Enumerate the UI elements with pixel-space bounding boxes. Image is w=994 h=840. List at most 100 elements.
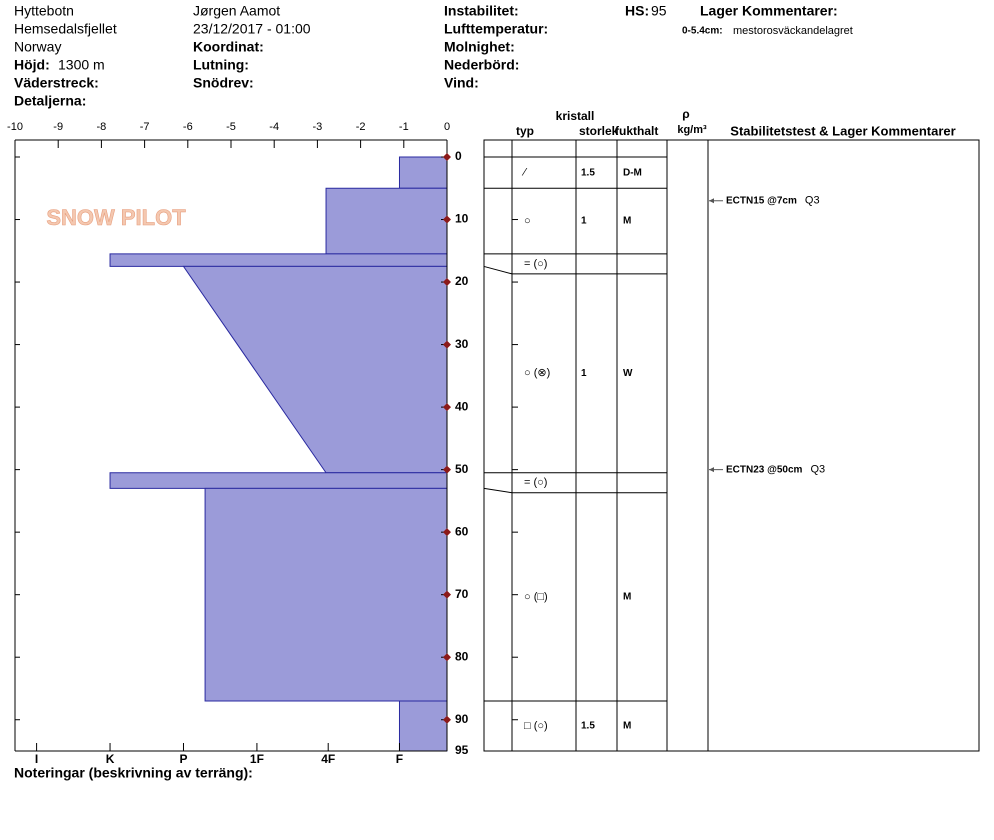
hs-label: HS: — [625, 3, 649, 19]
x-tick-label: -7 — [140, 121, 150, 133]
grain-type: = (○) — [524, 258, 547, 270]
depth-marker — [443, 465, 451, 474]
hardness-tick-label: F — [396, 752, 403, 766]
y-tick-label: 40 — [455, 399, 469, 413]
moisture: M — [623, 216, 631, 227]
header-type: typ — [516, 124, 534, 138]
x-tick-label: -3 — [313, 121, 323, 133]
depth-marker — [443, 715, 451, 724]
header-comments: Stabilitetstest & Lager Kommentarer — [730, 123, 955, 138]
depth-marker — [443, 590, 451, 599]
area: Hemsedalsfjellet — [14, 21, 117, 37]
hardness-tick-label: 4F — [321, 752, 335, 766]
instability-label: Instabilitet: — [444, 3, 519, 19]
wind-label: Vind: — [444, 75, 479, 91]
header-size: storlek — [579, 124, 619, 138]
elevation: 1300 m — [58, 57, 105, 73]
x-tick-label: -10 — [7, 121, 23, 133]
hardness-tick-label: P — [179, 752, 187, 766]
depth-marker — [443, 340, 451, 349]
grain-type: ⁄ — [521, 167, 528, 179]
country: Norway — [14, 39, 61, 55]
aspect-label: Väderstreck: — [14, 75, 99, 91]
x-tick-label: -4 — [269, 121, 279, 133]
y-tick-label: 90 — [455, 712, 469, 726]
observer: Jørgen Aamot — [193, 3, 280, 19]
test-quality: Q3 — [810, 464, 825, 476]
x-tick-label: -9 — [53, 121, 63, 133]
y-tick-label: 80 — [455, 649, 469, 663]
y-tick-label: 50 — [455, 462, 469, 476]
sky-label: Molnighet: — [444, 39, 515, 55]
logo: SNOW PILOT — [46, 205, 186, 230]
grain-size: 1.5 — [581, 721, 595, 732]
moisture: M — [623, 721, 631, 732]
precip-label: Nederbörd: — [444, 57, 519, 73]
test-quality: Q3 — [805, 195, 820, 207]
moisture: W — [623, 368, 633, 379]
chart: -10 -9 -8 -7 -6 -5 -4 -3 -2 -1 0I K P 1F 4F F0102030405… — [7, 107, 980, 766]
test-label: ECTN23 @50cm — [726, 464, 803, 475]
grain-size: 1 — [581, 216, 587, 227]
depth-marker — [443, 153, 451, 161]
wind-loading-label: Snödrev: — [193, 75, 254, 91]
notes-label: Noteringar (beskrivning av terräng): — [14, 765, 253, 781]
test-arrowhead — [709, 198, 714, 204]
test-label: ECTN15 @7cm — [726, 195, 797, 206]
y-tick-label: 95 — [455, 743, 469, 757]
y-tick-label: 0 — [455, 149, 462, 163]
hardness-tick-label: K — [106, 752, 115, 766]
datetime: 23/12/2017 - 01:00 — [193, 21, 311, 37]
site: Hyttebotn — [14, 3, 74, 19]
layer-comment-range: 0-5.4cm: — [682, 26, 723, 37]
hardness-layer — [204, 487, 448, 702]
grain-type: = (○) — [524, 477, 547, 489]
y-tick-label: 70 — [455, 587, 469, 601]
x-tick-label: -1 — [399, 121, 409, 133]
slope-label: Lutning: — [193, 57, 249, 73]
header-moisture: fukthalt — [615, 124, 658, 138]
header: Hyttebotn Hemsedalsfjellet Norway Höjd: … — [14, 3, 853, 109]
depth-marker — [443, 528, 451, 537]
y-tick-label: 10 — [455, 212, 469, 226]
moisture: M — [623, 592, 631, 603]
air-temp-label: Lufttemperatur: — [444, 21, 548, 37]
depth-marker — [443, 653, 451, 662]
x-tick-label: -2 — [356, 121, 366, 133]
x-tick-label: -6 — [183, 121, 193, 133]
depth-marker — [443, 278, 451, 287]
header-density-unit: kg/m³ — [677, 124, 707, 136]
row-connector — [483, 487, 513, 494]
hardness-layer — [398, 700, 448, 752]
depth-marker — [443, 215, 451, 224]
x-tick-label: -8 — [97, 121, 107, 133]
details-label: Detaljerna: — [14, 93, 86, 109]
grain-size: 1 — [581, 368, 587, 379]
hs: 95 — [651, 3, 667, 19]
hardness-layer — [109, 472, 448, 489]
hardness-layer — [182, 265, 448, 474]
y-tick-label: 20 — [455, 274, 469, 288]
test-arrowhead — [709, 467, 714, 473]
layer-comment: mestorosväckandelagret — [733, 25, 853, 37]
grain-type: ○ — [524, 215, 531, 227]
hardness-layer — [325, 187, 448, 255]
hardness-layer — [109, 253, 448, 267]
depth-marker — [443, 403, 451, 412]
layer-table — [483, 139, 980, 752]
elevation-label: Höjd: — [14, 57, 50, 73]
coord-label: Koordinat: — [193, 39, 264, 55]
grain-type: □ (○) — [524, 720, 548, 732]
y-tick-label: 60 — [455, 524, 469, 538]
grain-type: ○ (⊗) — [524, 367, 550, 379]
row-connector — [483, 265, 513, 275]
grain-type: ○ (□) — [524, 591, 548, 603]
header-crystal: kristall — [556, 109, 595, 123]
x-tick-label: 0 — [444, 121, 450, 133]
grain-size: 1.5 — [581, 167, 595, 178]
moisture: D-M — [623, 167, 642, 178]
layer-comments-title: Lager Kommentarer: — [700, 3, 838, 19]
x-tick-label: -5 — [226, 121, 236, 133]
hardness-layer — [398, 156, 448, 189]
